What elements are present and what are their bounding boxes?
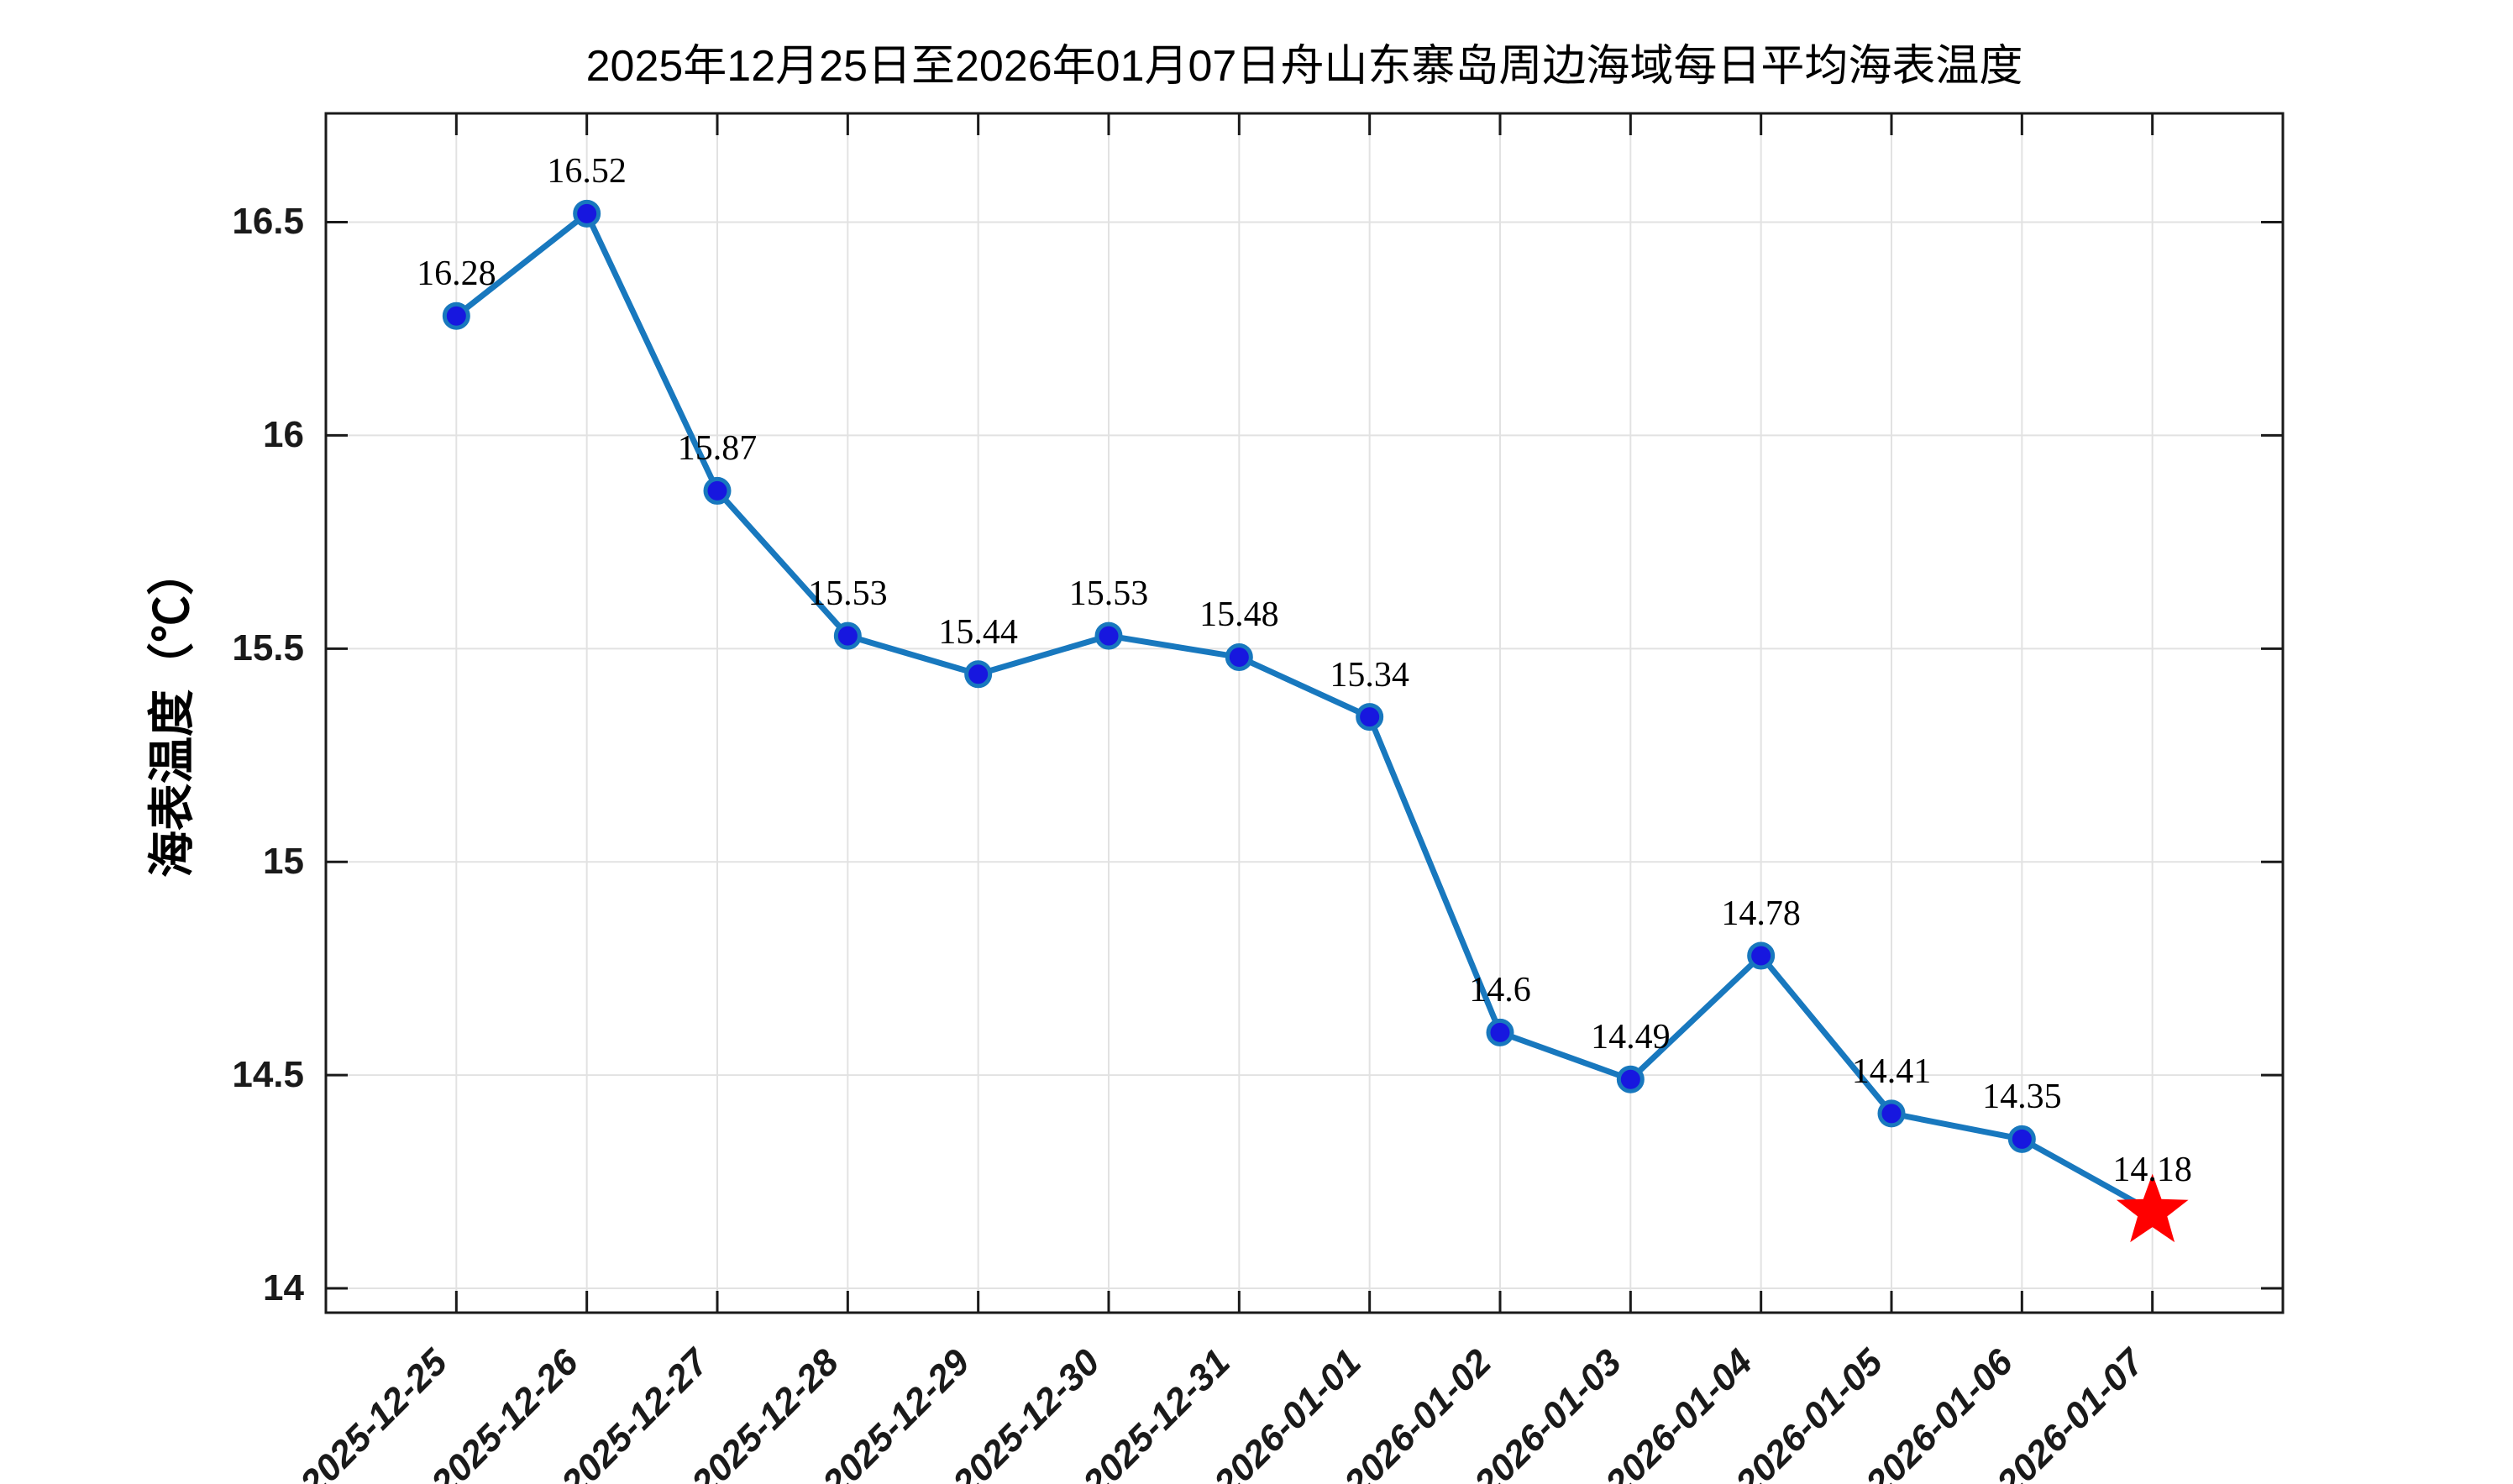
data-point-value-label: 15.34 — [1330, 655, 1409, 695]
data-point-marker — [703, 476, 732, 505]
temperature-line — [453, 210, 2156, 1215]
chart-title: 2025年12月25日至2026年01月07日舟山东寨岛周边海域每日平均海表温度 — [585, 42, 2023, 91]
data-point-marker — [1225, 642, 1253, 671]
latest-point-star-marker — [2116, 1173, 2189, 1243]
y-tick-label: 15.5 — [232, 627, 304, 669]
data-point-marker — [1747, 941, 1776, 970]
y-tick-label: 16.5 — [232, 201, 304, 243]
data-point-marker — [1616, 1065, 1645, 1093]
data-point-value-label: 14.49 — [1591, 1018, 1671, 1057]
data-point-marker — [2007, 1125, 2036, 1153]
data-point-value-label: 15.53 — [808, 574, 888, 614]
data-point-marker — [1094, 621, 1123, 650]
data-point-value-label: 16.28 — [417, 254, 496, 294]
data-point-value-label: 15.48 — [1199, 595, 1279, 635]
data-point-value-label: 15.87 — [677, 429, 758, 469]
y-tick-label: 15 — [263, 841, 304, 883]
data-point-marker — [833, 621, 862, 650]
data-point-marker — [964, 660, 993, 689]
axes-box — [324, 112, 2285, 1314]
data-point-marker — [1356, 703, 1384, 732]
data-point-value-label: 14.41 — [1851, 1051, 1932, 1091]
data-point-value-label: 15.44 — [938, 612, 1018, 652]
data-point-marker — [573, 199, 601, 228]
data-point-value-label: 15.53 — [1068, 574, 1149, 614]
data-point-marker — [442, 302, 470, 330]
data-point-value-label: 14.35 — [1982, 1078, 2062, 1117]
data-point-value-label: 14.6 — [1469, 971, 1531, 1010]
y-tick-label: 14 — [263, 1267, 304, 1309]
data-point-value-label: 14.18 — [2112, 1150, 2192, 1189]
data-point-marker — [1877, 1099, 1906, 1128]
data-point-marker — [1486, 1018, 1514, 1046]
y-tick-label: 14.5 — [232, 1054, 304, 1096]
y-tick-label: 16 — [263, 414, 304, 456]
data-point-value-label: 16.52 — [547, 152, 627, 191]
data-point-value-label: 14.78 — [1721, 894, 1801, 933]
